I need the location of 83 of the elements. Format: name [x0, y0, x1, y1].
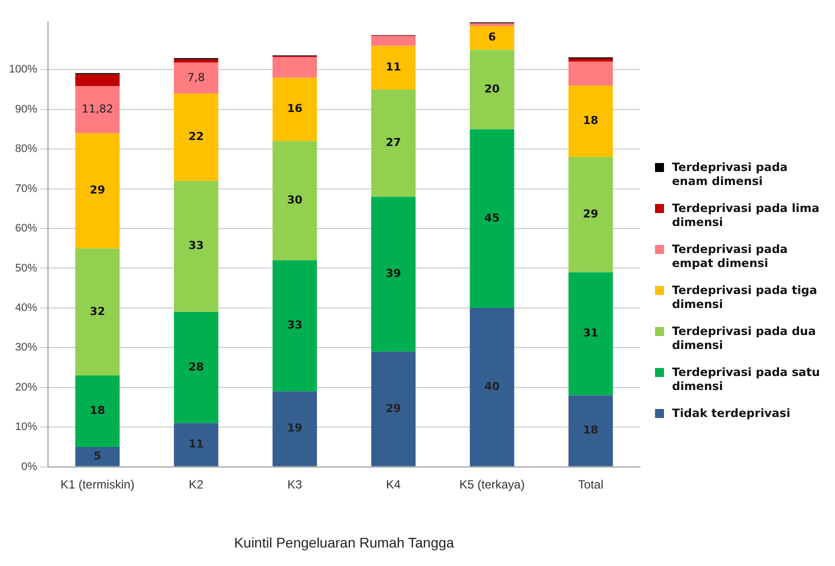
bar: [272, 391, 317, 466]
bar: [174, 59, 218, 63]
x-tick-label: K5 (terkaya): [459, 477, 525, 492]
y-tick-label: 70%: [15, 182, 38, 195]
y-tick-label: 50%: [15, 262, 38, 274]
data-label: 32: [90, 304, 106, 318]
data-label: 5: [94, 449, 102, 462]
bar: [568, 272, 613, 396]
bar: [568, 62, 613, 86]
bar: [174, 312, 218, 424]
bar: [75, 133, 120, 248]
legend-label: Terdeprivasi pada lima dimensi: [672, 201, 820, 229]
data-label: 19: [287, 422, 302, 435]
bar: [470, 308, 514, 466]
bar: [568, 86, 613, 158]
data-label: 39: [386, 267, 402, 280]
data-label: 20: [484, 82, 500, 96]
y-tick-label: 0%: [21, 460, 38, 473]
bar: [174, 423, 218, 466]
bar: [470, 129, 514, 308]
bar: [174, 62, 218, 94]
x-tick-label: K1 (termiskin): [60, 477, 134, 492]
bar: [568, 157, 613, 272]
bar: [174, 93, 218, 181]
data-label: 6: [488, 30, 496, 44]
bar: [470, 26, 514, 50]
legend-label: Terdeprivasi pada dua dimensi: [672, 324, 817, 352]
bar: [568, 58, 613, 62]
data-label: 11: [188, 438, 204, 451]
bar: [272, 78, 317, 142]
y-tick-label: 100%: [8, 64, 38, 76]
data-label: 29: [90, 184, 106, 197]
bar: [75, 446, 120, 466]
data-label: 7,8: [187, 70, 205, 84]
data-label: 11,82: [82, 102, 114, 116]
legend-label: Tidak terdeprivasi: [672, 406, 790, 420]
bar: [272, 56, 317, 78]
data-label: 18: [583, 114, 598, 128]
data-label: 30: [287, 194, 303, 207]
y-tick-label: 40%: [15, 302, 38, 314]
data-label: 11: [386, 60, 402, 74]
data-label: 27: [386, 136, 402, 149]
y-tick-label: 30%: [15, 342, 38, 354]
bar: [371, 46, 416, 90]
y-tick-label: 60%: [15, 222, 38, 235]
data-label: 40: [484, 380, 500, 393]
bar: [174, 180, 218, 312]
data-label: 28: [188, 360, 204, 374]
bar: [371, 36, 416, 46]
data-label: 33: [287, 318, 302, 332]
bar: [272, 260, 317, 392]
data-label: 45: [484, 211, 500, 224]
y-tick-label: 20%: [15, 381, 38, 394]
x-tick-label: K3: [287, 477, 302, 492]
bar: [75, 248, 120, 376]
legend-label: Terdeprivasi pada tiga dimensi: [672, 283, 818, 311]
x-axis-title: Kuintil Pengeluaran Rumah Tangga: [234, 534, 454, 550]
y-tick-label: 10%: [15, 421, 38, 434]
y-tick-label: 90%: [15, 103, 38, 116]
bar: [371, 352, 416, 466]
data-label: 29: [583, 207, 598, 220]
bar: [272, 141, 317, 260]
bar: [371, 196, 416, 352]
x-tick-label: K4: [386, 477, 402, 492]
data-label: 22: [188, 130, 204, 144]
bar: [75, 74, 120, 86]
data-label: 29: [386, 402, 402, 415]
data-label: 31: [583, 326, 598, 340]
bar: [568, 395, 613, 466]
x-tick-label: K2: [188, 477, 204, 492]
bar: [75, 86, 120, 134]
x-tick-label: Total: [578, 477, 604, 492]
bar: [470, 50, 514, 130]
legend-label: Terdeprivasi pada satu dimensi: [672, 365, 821, 393]
bar: [75, 375, 120, 447]
data-label: 33: [188, 239, 204, 252]
legend-label: Terdeprivasi pada empat dimensi: [672, 242, 789, 270]
y-tick-label: 80%: [15, 143, 38, 156]
data-label: 18: [90, 404, 106, 418]
bar: [371, 90, 416, 197]
data-label: 18: [583, 424, 598, 437]
legend-label: Terdeprivasi pada enam dimensi: [672, 160, 789, 188]
data-label: 16: [287, 102, 303, 116]
